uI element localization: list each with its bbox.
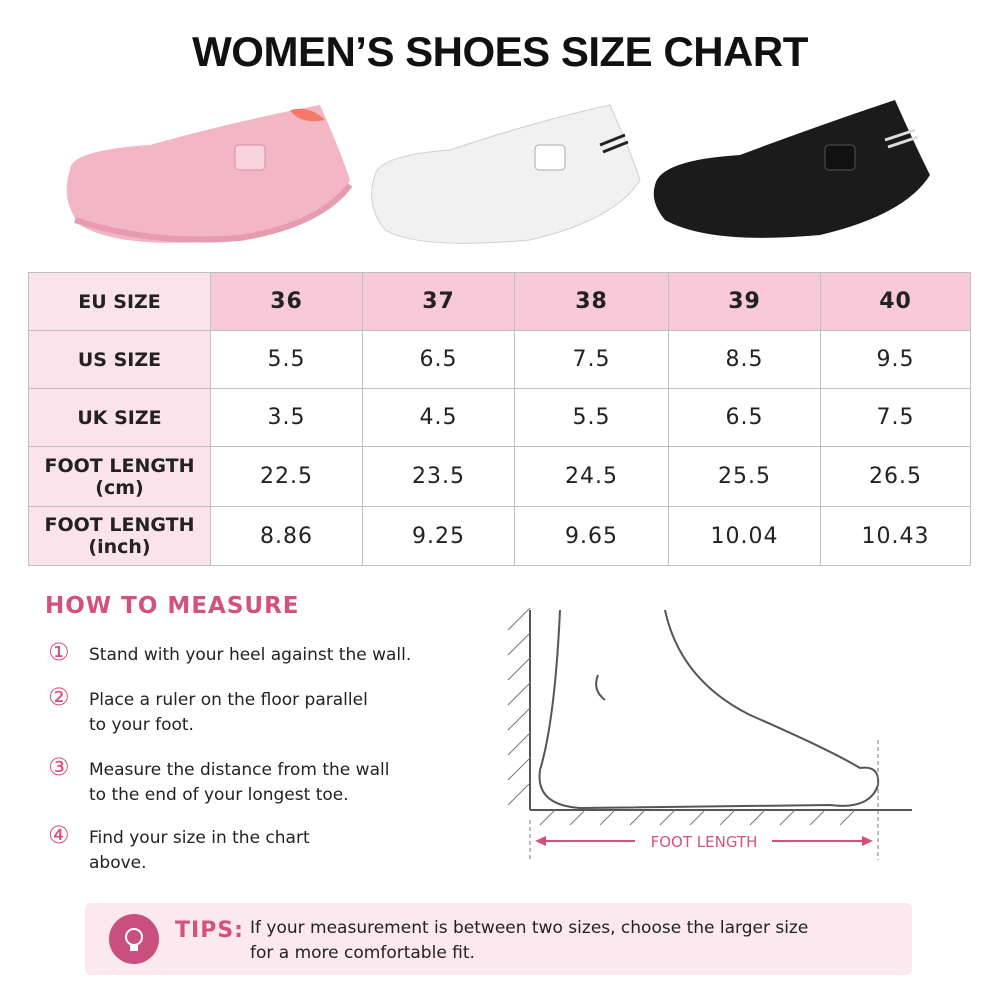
black-shoe [653, 100, 930, 238]
step-number: ② [48, 683, 70, 711]
step-number: ① [48, 638, 70, 666]
table-cell: 10.04 [668, 506, 821, 566]
diagram-label: FOOT LENGTH [651, 833, 758, 851]
table-cell: 9.65 [514, 506, 669, 566]
table-cell: 36 [210, 272, 363, 331]
tips-box [85, 903, 912, 975]
step-text: above. [89, 853, 147, 873]
row-label: FOOT LENGTH (cm) [28, 446, 211, 507]
table-cell: 40 [820, 272, 971, 331]
white-shoe [371, 104, 641, 244]
table-cell: 8.86 [210, 506, 363, 566]
row-label-line: (inch) [88, 536, 151, 558]
step-text: to your foot. [89, 715, 194, 735]
table-cell: 7.5 [820, 388, 971, 447]
table-cell: 23.5 [362, 446, 515, 507]
table-cell: 7.5 [514, 330, 669, 389]
section-heading: HOW TO MEASURE [45, 593, 300, 619]
row-label: US SIZE [28, 330, 211, 389]
table-cell: 22.5 [210, 446, 363, 507]
table-cell: 9.5 [820, 330, 971, 389]
step-text: Place a ruler on the floor parallel [89, 690, 368, 710]
row-label: UK SIZE [28, 388, 211, 447]
step-number: ④ [48, 821, 70, 849]
table-cell: 24.5 [514, 446, 669, 507]
row-label-line: FOOT LENGTH [44, 514, 195, 536]
row-label-line: UK SIZE [77, 406, 162, 429]
table-cell: 3.5 [210, 388, 363, 447]
shoe-images [66, 100, 930, 244]
foot-diagram: FOOT LENGTH [507, 607, 912, 860]
table-cell: 39 [668, 272, 821, 331]
step-text: Find your size in the chart [89, 828, 310, 848]
step-text: Measure the distance from the wall [89, 760, 390, 780]
table-cell: 4.5 [362, 388, 515, 447]
step-text: to the end of your longest toe. [89, 785, 349, 805]
table-cell: 26.5 [820, 446, 971, 507]
table-cell: 38 [514, 272, 669, 331]
row-label-line: FOOT LENGTH [44, 454, 195, 477]
tip-line: for a more comfortable fit. [250, 943, 475, 963]
table-cell: 9.25 [362, 506, 515, 566]
table-cell: 6.5 [668, 388, 821, 447]
page-title: WOMEN’S SHOES SIZE CHART [192, 28, 808, 75]
step-number: ③ [48, 753, 70, 781]
pink-shoe [66, 105, 353, 243]
table-cell: 5.5 [514, 388, 669, 447]
step-text: Stand with your heel against the wall. [89, 645, 412, 665]
row-label-line: (cm) [95, 476, 144, 499]
tip-icon [109, 914, 159, 964]
row-label: FOOT LENGTH (inch) [28, 506, 211, 566]
tip-line: If your measurement is between two sizes… [250, 918, 809, 938]
table-cell: 10.43 [820, 506, 971, 566]
row-label: EU SIZE [28, 272, 211, 331]
table-cell: 25.5 [668, 446, 821, 507]
tips-label: TIPS: [175, 918, 244, 943]
row-label-line: EU SIZE [78, 290, 161, 313]
table-cell: 6.5 [362, 330, 515, 389]
table-cell: 8.5 [668, 330, 821, 389]
table-cell: 37 [362, 272, 515, 331]
table-cell: 5.5 [210, 330, 363, 389]
row-label-line: US SIZE [77, 348, 162, 371]
